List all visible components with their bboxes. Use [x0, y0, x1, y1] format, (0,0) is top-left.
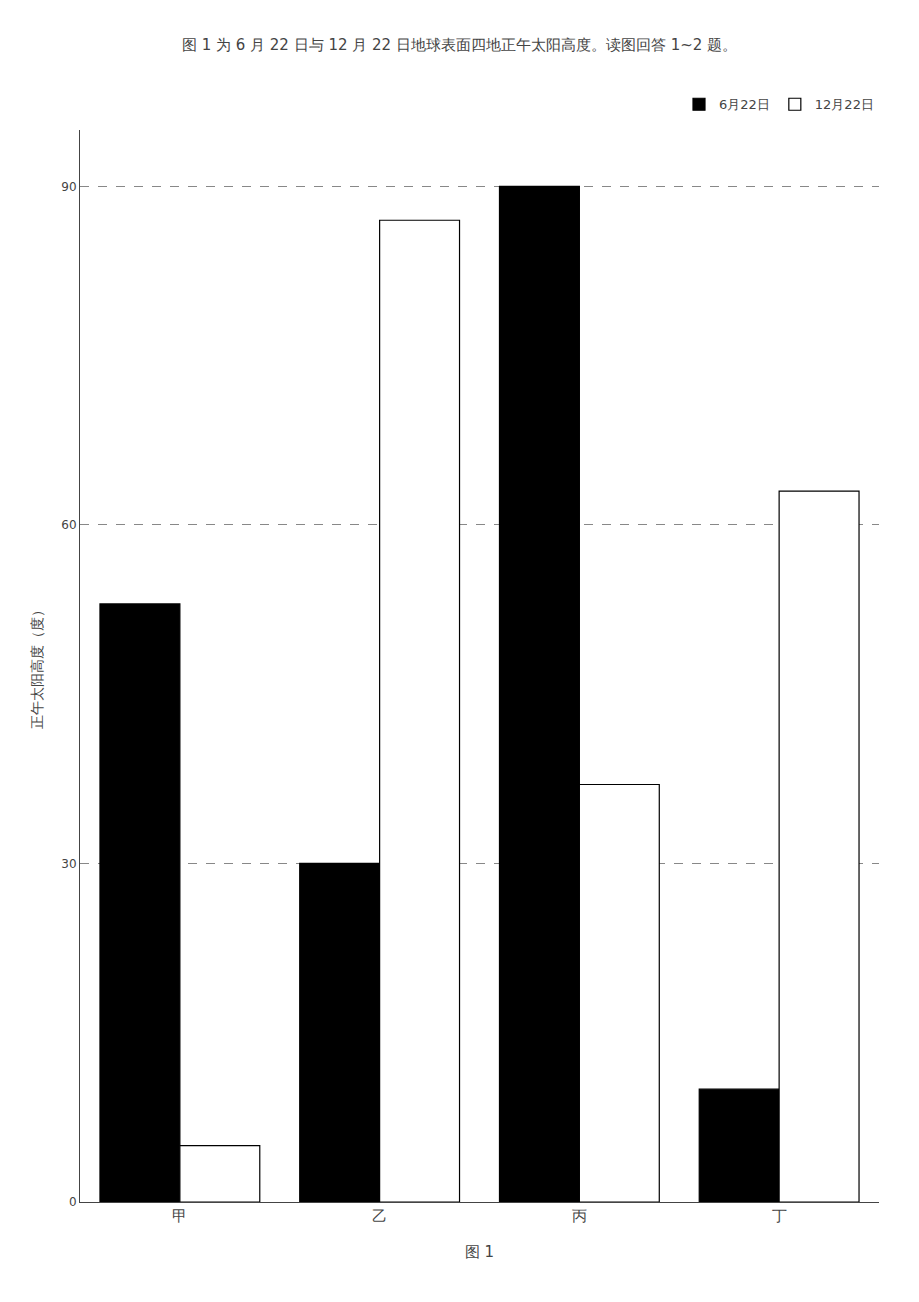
svg-text:30: 30 — [61, 857, 76, 871]
svg-text:乙: 乙 — [372, 1207, 387, 1225]
svg-text:丁: 丁 — [772, 1207, 787, 1225]
svg-text:丙: 丙 — [572, 1207, 587, 1225]
svg-text:6月22日: 6月22日 — [719, 97, 770, 112]
svg-text:正午太阳高度（度）: 正午太阳高度（度） — [29, 603, 45, 729]
svg-text:60: 60 — [61, 518, 76, 532]
svg-text:0: 0 — [69, 1195, 77, 1209]
svg-text:90: 90 — [61, 180, 76, 194]
svg-text:甲: 甲 — [172, 1207, 187, 1225]
svg-text:图 1 为 6 月 22 日与 12 月 22 日地球表面四: 图 1 为 6 月 22 日与 12 月 22 日地球表面四地正午太阳高度。读图… — [182, 36, 737, 54]
svg-text:12月22日: 12月22日 — [815, 97, 874, 112]
svg-text:图 1: 图 1 — [465, 1243, 494, 1261]
